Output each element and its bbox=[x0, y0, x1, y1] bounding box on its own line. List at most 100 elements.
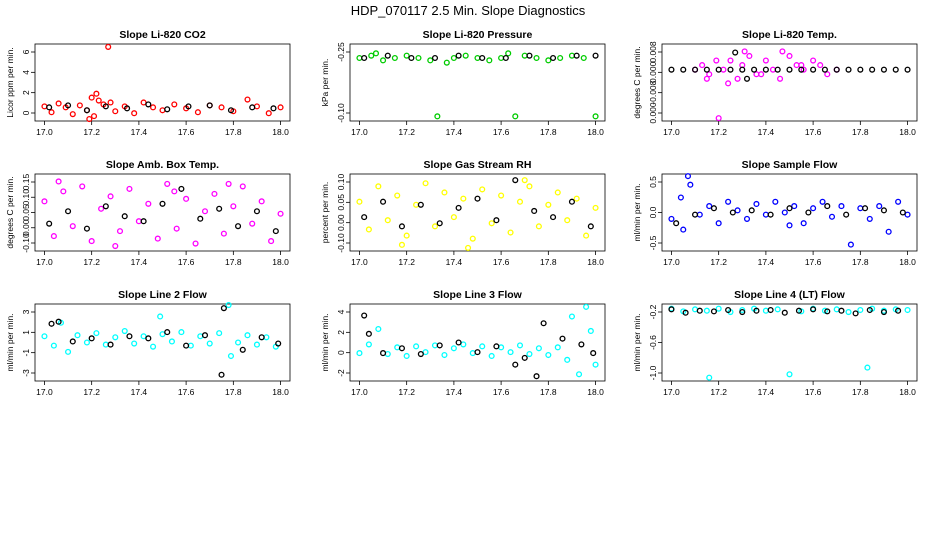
x-tick-label: 17.8 bbox=[852, 387, 869, 397]
data-point-all bbox=[41, 103, 48, 110]
data-point-selected bbox=[568, 198, 575, 205]
data-point-all bbox=[154, 235, 161, 242]
data-point-all bbox=[734, 207, 741, 214]
data-point-selected bbox=[732, 49, 739, 56]
data-point-selected bbox=[417, 201, 424, 208]
data-point-all bbox=[107, 193, 114, 200]
x-tick-label: 17.6 bbox=[493, 387, 510, 397]
data-point-selected bbox=[164, 106, 171, 113]
data-point-all bbox=[60, 188, 67, 195]
y-tick-label: -0.6 bbox=[648, 335, 658, 350]
data-point-selected bbox=[762, 66, 769, 73]
x-tick-label: 17.2 bbox=[710, 387, 727, 397]
data-point-all bbox=[753, 200, 760, 207]
data-point-selected bbox=[696, 307, 703, 314]
plot-frame bbox=[34, 173, 291, 252]
data-point-all bbox=[384, 217, 391, 224]
data-point-all bbox=[786, 222, 793, 229]
data-point-selected bbox=[159, 200, 166, 207]
data-point-selected bbox=[201, 332, 209, 339]
data-point-selected bbox=[46, 220, 53, 227]
data-point-all bbox=[904, 211, 911, 218]
panel-4: Slope Amb. Box Temp. 17.0 17.2 17.4 17.6 17.8… bbox=[5, 159, 291, 267]
data-point-selected bbox=[739, 308, 746, 316]
data-point-all bbox=[460, 195, 467, 202]
data-point-selected bbox=[680, 66, 687, 73]
panel-title: Slope Li-820 Pressure bbox=[423, 29, 533, 41]
data-point-all bbox=[394, 344, 401, 351]
data-point-all bbox=[220, 230, 227, 237]
data-point-all bbox=[535, 223, 542, 230]
data-point-all bbox=[403, 352, 410, 360]
data-point-selected bbox=[880, 308, 887, 316]
data-point-selected bbox=[729, 209, 736, 216]
x-tick-label: 17.2 bbox=[398, 257, 415, 267]
data-point-selected bbox=[531, 207, 538, 215]
data-point-all bbox=[178, 329, 185, 336]
data-point-all bbox=[450, 345, 457, 352]
data-point-selected bbox=[862, 205, 869, 212]
plot-frame bbox=[349, 43, 606, 122]
data-point-all bbox=[786, 52, 793, 60]
data-point-all bbox=[885, 228, 892, 235]
data-point-all bbox=[706, 71, 713, 78]
panel-9: Slope Line 4 (LT) Flow 17.0 17.2 17.4 17.6 17… bbox=[632, 289, 918, 397]
data-point-all bbox=[507, 349, 514, 356]
plot-frame bbox=[34, 303, 291, 382]
data-point-selected bbox=[857, 66, 864, 73]
data-point-selected bbox=[692, 66, 699, 73]
data-point-selected bbox=[540, 320, 547, 327]
data-point-all bbox=[568, 313, 575, 320]
data-point-selected bbox=[455, 52, 462, 59]
data-point-all bbox=[249, 220, 256, 227]
data-point-all bbox=[372, 50, 380, 57]
data-point-selected bbox=[781, 309, 788, 316]
data-point-all bbox=[677, 194, 684, 201]
panel-1: Slope Li-820 CO2 17.0 17.2 17.4 17.6 17.8 18.0… bbox=[5, 29, 291, 137]
data-point-all bbox=[847, 241, 854, 248]
data-point-all bbox=[498, 192, 505, 199]
data-point-all bbox=[197, 333, 204, 340]
data-point-selected bbox=[206, 102, 213, 109]
data-point-all bbox=[145, 200, 152, 207]
data-point-all bbox=[684, 173, 692, 180]
data-point-all bbox=[422, 180, 429, 187]
y-tick-label: 0.05 bbox=[336, 194, 346, 211]
data-point-all bbox=[668, 215, 675, 222]
data-point-selected bbox=[178, 185, 185, 192]
x-tick-label: 17.0 bbox=[351, 387, 368, 397]
data-point-all bbox=[699, 62, 706, 69]
y-tick-label: -0.008 bbox=[648, 80, 658, 104]
data-point-all bbox=[592, 204, 599, 211]
x-tick-label: 17.8 bbox=[540, 127, 557, 137]
plot-frame bbox=[661, 43, 918, 122]
data-point-all bbox=[469, 235, 476, 242]
data-point-selected bbox=[474, 349, 481, 356]
data-point-all bbox=[65, 348, 72, 355]
data-point-all bbox=[74, 332, 81, 339]
data-point-all bbox=[450, 54, 457, 62]
data-point-selected bbox=[739, 66, 746, 73]
data-point-all bbox=[810, 205, 817, 212]
plot-frame bbox=[661, 303, 918, 382]
data-point-all bbox=[50, 233, 57, 240]
x-tick-label: 17.4 bbox=[446, 387, 463, 397]
x-tick-label: 18.0 bbox=[587, 127, 604, 137]
y-axis-label: ml/min per min. bbox=[320, 313, 330, 371]
data-point-all bbox=[715, 115, 722, 122]
data-point-all bbox=[173, 225, 180, 232]
y-axis-label: degrees C per min. bbox=[632, 46, 642, 118]
x-tick-label: 17.0 bbox=[663, 127, 680, 137]
data-point-all bbox=[692, 306, 699, 313]
data-point-all bbox=[687, 181, 694, 188]
x-tick-label: 17.0 bbox=[351, 257, 368, 267]
x-tick-label: 17.6 bbox=[178, 127, 195, 137]
data-point-all bbox=[465, 244, 472, 251]
data-point-all bbox=[734, 75, 741, 82]
data-point-all bbox=[368, 52, 375, 59]
data-point-all bbox=[107, 99, 114, 106]
data-point-selected bbox=[436, 220, 443, 227]
x-tick-label: 18.0 bbox=[587, 257, 604, 267]
data-point-all bbox=[365, 341, 372, 348]
data-point-selected bbox=[83, 225, 90, 232]
